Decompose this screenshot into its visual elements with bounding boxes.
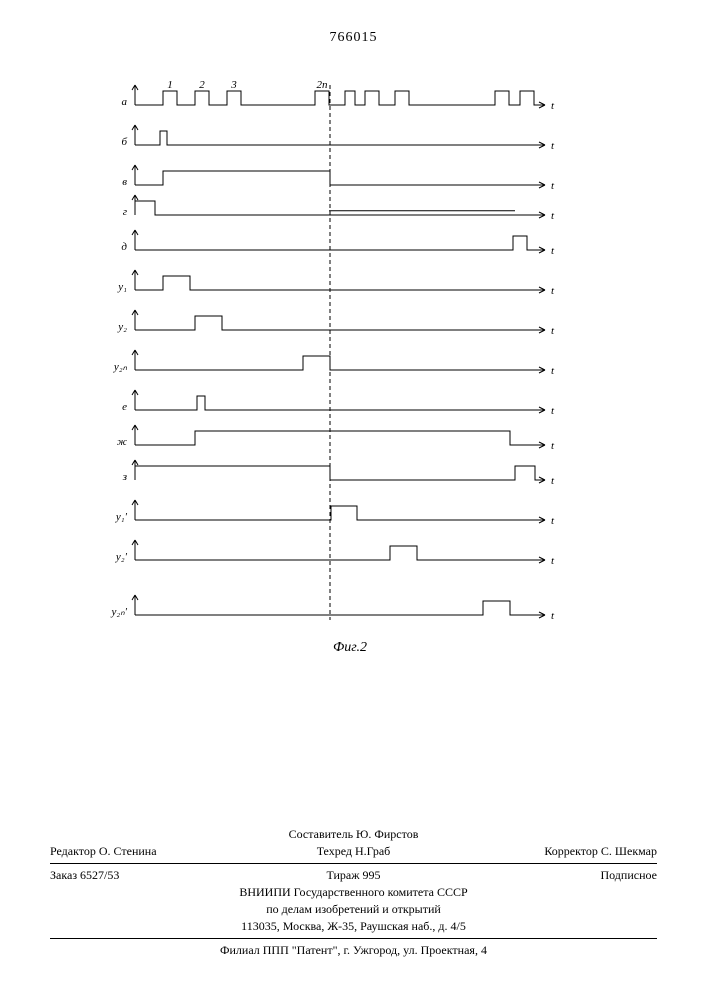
corrector: Корректор С. Шекмар bbox=[455, 844, 657, 859]
branch-line: Филиал ППП "Патент", г. Ужгород, ул. Про… bbox=[50, 943, 657, 958]
svg-text:а: а bbox=[122, 96, 128, 108]
svg-text:t: t bbox=[551, 210, 555, 222]
composer: Составитель Ю. Фирстов bbox=[252, 827, 454, 842]
document-number: 766015 bbox=[0, 30, 707, 46]
svg-text:t: t bbox=[551, 140, 555, 152]
svg-text:у₂ₙ: у₂ₙ bbox=[113, 361, 128, 373]
svg-text:3: 3 bbox=[230, 80, 237, 91]
svg-text:t: t bbox=[551, 285, 555, 297]
svg-text:у₁′: у₁′ bbox=[115, 511, 128, 523]
figure-caption: Фиг.2 bbox=[300, 640, 400, 656]
timing-diagram: 1 2 3 2п а t б t в t г t д t у₁ t у₂ t у₂ₙ t е t ж t з t у₁′ t у₂′ t у… bbox=[110, 80, 590, 670]
svg-text:t: t bbox=[551, 515, 555, 527]
subscription: Подписное bbox=[455, 868, 657, 883]
svg-text:2: 2 bbox=[199, 80, 205, 91]
order-no: Заказ 6527/53 bbox=[50, 868, 252, 883]
svg-text:2п: 2п bbox=[317, 80, 329, 91]
techred: Техред Н.Граб bbox=[252, 844, 454, 859]
svg-text:у₂ₙ′: у₂ₙ′ bbox=[111, 606, 128, 618]
address-line: 113035, Москва, Ж-35, Раушская наб., д. … bbox=[50, 919, 657, 934]
svg-text:t: t bbox=[551, 365, 555, 377]
svg-text:1: 1 bbox=[167, 80, 173, 91]
editor: Редактор О. Стенина bbox=[50, 844, 252, 859]
svg-text:г: г bbox=[123, 206, 128, 218]
svg-text:t: t bbox=[551, 475, 555, 487]
org-line-2: по делам изобретений и открытий bbox=[50, 902, 657, 917]
svg-text:у₁: у₁ bbox=[117, 281, 127, 293]
svg-text:t: t bbox=[551, 555, 555, 567]
tirazh: Тираж 995 bbox=[252, 868, 454, 883]
svg-text:в: в bbox=[122, 176, 127, 188]
svg-text:t: t bbox=[551, 245, 555, 257]
svg-text:б: б bbox=[121, 136, 127, 148]
svg-text:t: t bbox=[551, 180, 555, 192]
svg-text:ж: ж bbox=[117, 436, 128, 448]
svg-text:д: д bbox=[121, 241, 127, 253]
svg-text:з: з bbox=[122, 471, 127, 483]
svg-text:t: t bbox=[551, 405, 555, 417]
svg-text:t: t bbox=[551, 610, 555, 622]
svg-text:t: t bbox=[551, 325, 555, 337]
svg-text:у₂′: у₂′ bbox=[115, 551, 128, 563]
org-line-1: ВНИИПИ Государственного комитета СССР bbox=[50, 885, 657, 900]
svg-text:у₂: у₂ bbox=[117, 321, 127, 333]
svg-text:е: е bbox=[122, 401, 127, 413]
svg-text:t: t bbox=[551, 440, 555, 452]
svg-text:t: t bbox=[551, 100, 555, 112]
footer-block: Составитель Ю. Фирстов Редактор О. Стени… bbox=[50, 825, 657, 960]
